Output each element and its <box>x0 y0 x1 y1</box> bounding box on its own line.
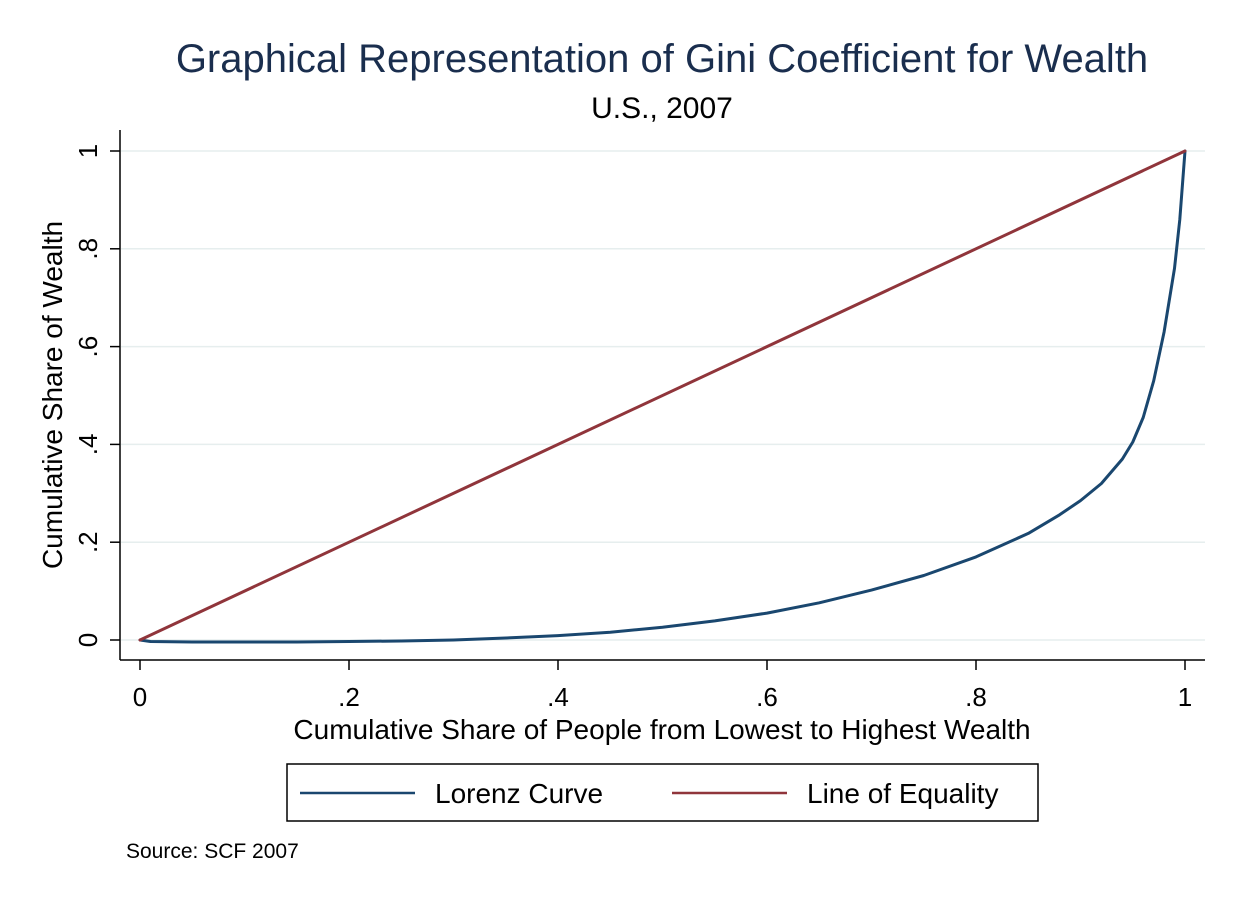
chart-subtitle: U.S., 2007 <box>591 92 733 125</box>
x-tick-label-1: .2 <box>338 682 360 712</box>
x-ticks: 0 .2 .4 .6 .8 1 <box>133 660 1192 712</box>
y-ticks: 0 .2 .4 .6 .8 1 <box>73 144 120 647</box>
legend: Lorenz Curve Line of Equality <box>286 763 1039 822</box>
y-tick-label-2: .4 <box>73 434 103 456</box>
series-lorenz-curve <box>138 149 1187 644</box>
x-tick-label-3: .6 <box>756 682 778 712</box>
y-tick-label-5: 1 <box>73 144 103 158</box>
series-line-of-equality <box>138 149 1187 642</box>
gridlines <box>121 150 1205 641</box>
x-tick-label-5: 1 <box>1178 682 1192 712</box>
x-tick-label-4: .8 <box>965 682 987 712</box>
plot-lines <box>138 149 1187 644</box>
y-axis-label: Cumulative Share of Wealth <box>37 221 68 569</box>
y-tick-label-4: .8 <box>73 238 103 260</box>
y-tick-label-0: 0 <box>73 633 103 647</box>
source-note: Source: SCF 2007 <box>126 840 299 863</box>
legend-label-lorenz: Lorenz Curve <box>435 778 603 809</box>
x-tick-label-0: 0 <box>133 682 147 712</box>
y-tick-label-1: .2 <box>73 531 103 553</box>
legend-label-equality: Line of Equality <box>807 778 998 809</box>
x-tick-label-2: .4 <box>547 682 569 712</box>
x-axis-label: Cumulative Share of People from Lowest t… <box>293 714 1030 745</box>
chart-title: Graphical Representation of Gini Coeffic… <box>176 37 1148 81</box>
y-tick-label-3: .6 <box>73 336 103 358</box>
